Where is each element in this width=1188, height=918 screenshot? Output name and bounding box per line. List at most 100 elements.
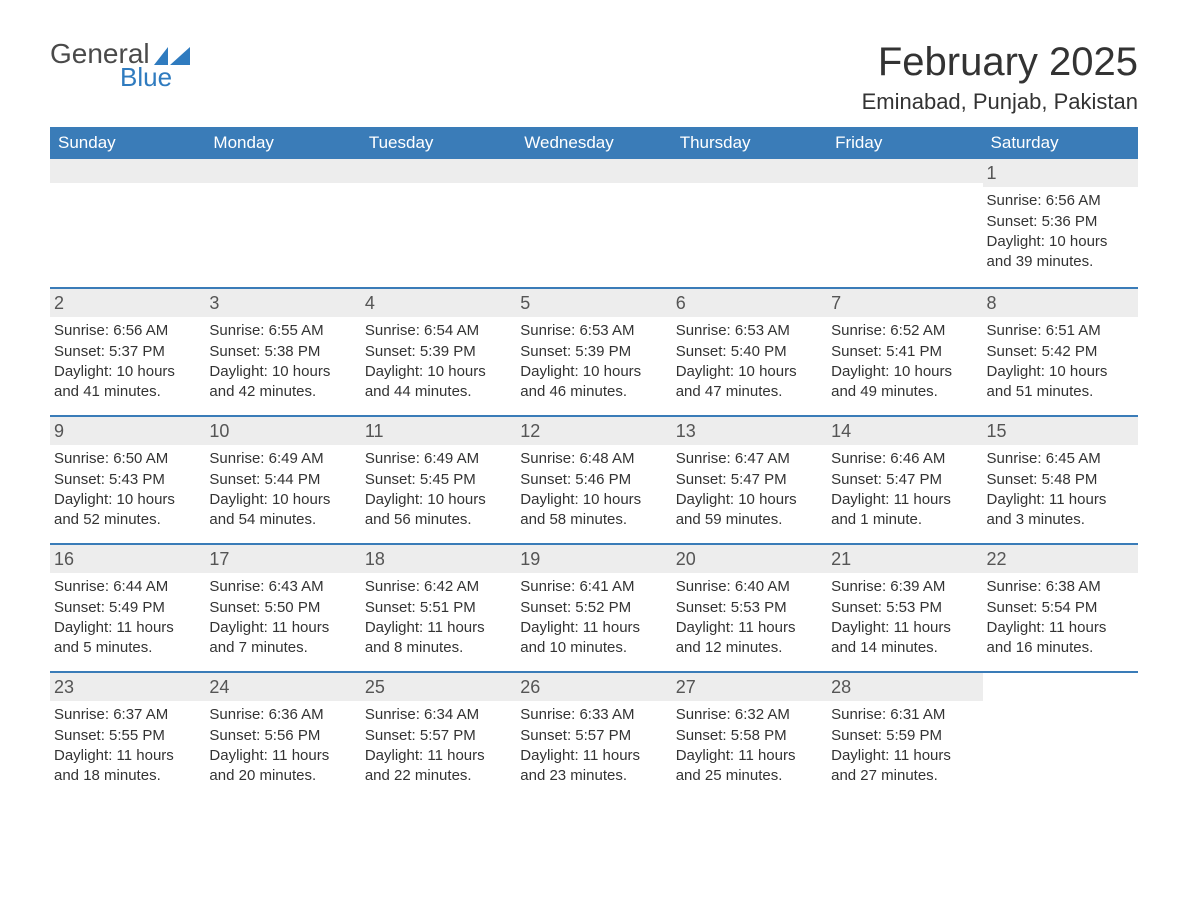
sunset-text: Sunset: 5:41 PM — [831, 342, 974, 362]
day-cell: 20Sunrise: 6:40 AMSunset: 5:53 PMDayligh… — [672, 545, 827, 671]
sunset-text: Sunset: 5:49 PM — [54, 598, 197, 618]
daylight-text: Daylight: 11 hours and 3 minutes. — [987, 490, 1130, 531]
day-number: 11 — [361, 417, 516, 445]
day-number: 16 — [50, 545, 205, 573]
location: Eminabad, Punjab, Pakistan — [862, 89, 1138, 115]
sunset-text: Sunset: 5:45 PM — [365, 470, 508, 490]
sunset-text: Sunset: 5:50 PM — [209, 598, 352, 618]
day-number: 8 — [983, 289, 1138, 317]
day-number: 6 — [672, 289, 827, 317]
sunrise-text: Sunrise: 6:49 AM — [365, 449, 508, 469]
day-number — [827, 159, 982, 183]
sunrise-text: Sunrise: 6:33 AM — [520, 705, 663, 725]
dow-cell: Friday — [827, 127, 982, 159]
sunrise-text: Sunrise: 6:44 AM — [54, 577, 197, 597]
dow-cell: Sunday — [50, 127, 205, 159]
week-row: 1Sunrise: 6:56 AMSunset: 5:36 PMDaylight… — [50, 159, 1138, 287]
day-number: 4 — [361, 289, 516, 317]
sunset-text: Sunset: 5:46 PM — [520, 470, 663, 490]
day-cell: 24 Sunrise: 6:36 AMSunset: 5:56 PMDayligh… — [205, 673, 360, 799]
daylight-text: Daylight: 11 hours and 8 minutes. — [365, 618, 508, 659]
sunrise-text: Sunrise: 6:32 AM — [676, 705, 819, 725]
day-cell: 11Sunrise: 6:49 AMSunset: 5:45 PMDayligh… — [361, 417, 516, 543]
day-number: 1 — [983, 159, 1138, 187]
daylight-text: Daylight: 10 hours and 39 minutes. — [987, 232, 1130, 273]
sunset-text: Sunset: 5:37 PM — [54, 342, 197, 362]
dow-cell: Wednesday — [516, 127, 671, 159]
daylight-text: Daylight: 11 hours and 16 minutes. — [987, 618, 1130, 659]
sunset-text: Sunset: 5:56 PM — [209, 726, 352, 746]
sunset-text: Sunset: 5:39 PM — [365, 342, 508, 362]
daylight-text: Daylight: 11 hours and 25 minutes. — [676, 746, 819, 787]
day-cell: 13Sunrise: 6:47 AMSunset: 5:47 PMDayligh… — [672, 417, 827, 543]
day-number: 26 — [516, 673, 671, 701]
day-number — [50, 159, 205, 183]
days-of-week-header: SundayMondayTuesdayWednesdayThursdayFrid… — [50, 127, 1138, 159]
day-cell: 16 Sunrise: 6:44 AMSunset: 5:49 PMDayligh… — [50, 545, 205, 671]
day-number: 19 — [516, 545, 671, 573]
week-row: 9Sunrise: 6:50 AMSunset: 5:43 PMDaylight… — [50, 415, 1138, 543]
sunset-text: Sunset: 5:42 PM — [987, 342, 1130, 362]
sunrise-text: Sunrise: 6:49 AM — [209, 449, 352, 469]
sunset-text: Sunset: 5:57 PM — [365, 726, 508, 746]
day-cell — [827, 159, 982, 287]
day-number: 18 — [361, 545, 516, 573]
day-cell: 26Sunrise: 6:33 AMSunset: 5:57 PMDayligh… — [516, 673, 671, 799]
sunrise-text: Sunrise: 6:51 AM — [987, 321, 1130, 341]
day-number: 20 — [672, 545, 827, 573]
daylight-text: Daylight: 11 hours and 18 minutes. — [54, 746, 197, 787]
day-number: 15 — [983, 417, 1138, 445]
day-cell: 25Sunrise: 6:34 AMSunset: 5:57 PMDayligh… — [361, 673, 516, 799]
week-row: 23Sunrise: 6:37 AMSunset: 5:55 PMDayligh… — [50, 671, 1138, 799]
daylight-text: Daylight: 11 hours and 27 minutes. — [831, 746, 974, 787]
sunset-text: Sunset: 5:44 PM — [209, 470, 352, 490]
day-cell: 5Sunrise: 6:53 AMSunset: 5:39 PMDaylight… — [516, 289, 671, 415]
daylight-text: Daylight: 10 hours and 41 minutes. — [54, 362, 197, 403]
daylight-text: Daylight: 11 hours and 23 minutes. — [520, 746, 663, 787]
day-number — [516, 159, 671, 183]
day-cell: 22Sunrise: 6:38 AMSunset: 5:54 PMDayligh… — [983, 545, 1138, 671]
title-block: February 2025 Eminabad, Punjab, Pakistan — [862, 40, 1138, 115]
sunrise-text: Sunrise: 6:53 AM — [520, 321, 663, 341]
logo: General Blue — [50, 40, 190, 90]
sunset-text: Sunset: 5:38 PM — [209, 342, 352, 362]
day-cell — [205, 159, 360, 287]
day-cell: 17Sunrise: 6:43 AMSunset: 5:50 PMDayligh… — [205, 545, 360, 671]
sunrise-text: Sunrise: 6:45 AM — [987, 449, 1130, 469]
dow-cell: Saturday — [983, 127, 1138, 159]
daylight-text: Daylight: 11 hours and 1 minute. — [831, 490, 974, 531]
sunrise-text: Sunrise: 6:36 AM — [209, 705, 352, 725]
daylight-text: Daylight: 10 hours and 44 minutes. — [365, 362, 508, 403]
sunset-text: Sunset: 5:48 PM — [987, 470, 1130, 490]
week-row: 16Sunrise: 6:44 AMSunset: 5:49 PMDayligh… — [50, 543, 1138, 671]
sunset-text: Sunset: 5:39 PM — [520, 342, 663, 362]
calendar: SundayMondayTuesdayWednesdayThursdayFrid… — [50, 127, 1138, 799]
day-number: 13 — [672, 417, 827, 445]
day-cell: 23Sunrise: 6:37 AMSunset: 5:55 PMDayligh… — [50, 673, 205, 799]
day-number: 12 — [516, 417, 671, 445]
day-cell — [983, 673, 1138, 799]
day-number: 24 — [205, 673, 360, 701]
sunrise-text: Sunrise: 6:38 AM — [987, 577, 1130, 597]
header: General Blue February 2025 Eminabad, Pun… — [50, 40, 1138, 115]
sunrise-text: Sunrise: 6:40 AM — [676, 577, 819, 597]
day-cell: 21Sunrise: 6:39 AMSunset: 5:53 PMDayligh… — [827, 545, 982, 671]
day-cell: 8Sunrise: 6:51 AMSunset: 5:42 PMDaylight… — [983, 289, 1138, 415]
day-cell: 14Sunrise: 6:46 AMSunset: 5:47 PMDayligh… — [827, 417, 982, 543]
sunrise-text: Sunrise: 6:37 AM — [54, 705, 197, 725]
sunrise-text: Sunrise: 6:55 AM — [209, 321, 352, 341]
sunrise-text: Sunrise: 6:54 AM — [365, 321, 508, 341]
day-number: 7 — [827, 289, 982, 317]
day-number: 22 — [983, 545, 1138, 573]
daylight-text: Daylight: 11 hours and 5 minutes. — [54, 618, 197, 659]
daylight-text: Daylight: 10 hours and 52 minutes. — [54, 490, 197, 531]
day-cell: 18Sunrise: 6:42 AMSunset: 5:51 PMDayligh… — [361, 545, 516, 671]
daylight-text: Daylight: 11 hours and 20 minutes. — [209, 746, 352, 787]
daylight-text: Daylight: 11 hours and 14 minutes. — [831, 618, 974, 659]
day-cell: 1Sunrise: 6:56 AMSunset: 5:36 PMDaylight… — [983, 159, 1138, 287]
day-cell — [361, 159, 516, 287]
sunrise-text: Sunrise: 6:42 AM — [365, 577, 508, 597]
day-number — [672, 159, 827, 183]
day-cell: 12Sunrise: 6:48 AMSunset: 5:46 PMDayligh… — [516, 417, 671, 543]
day-number: 17 — [205, 545, 360, 573]
